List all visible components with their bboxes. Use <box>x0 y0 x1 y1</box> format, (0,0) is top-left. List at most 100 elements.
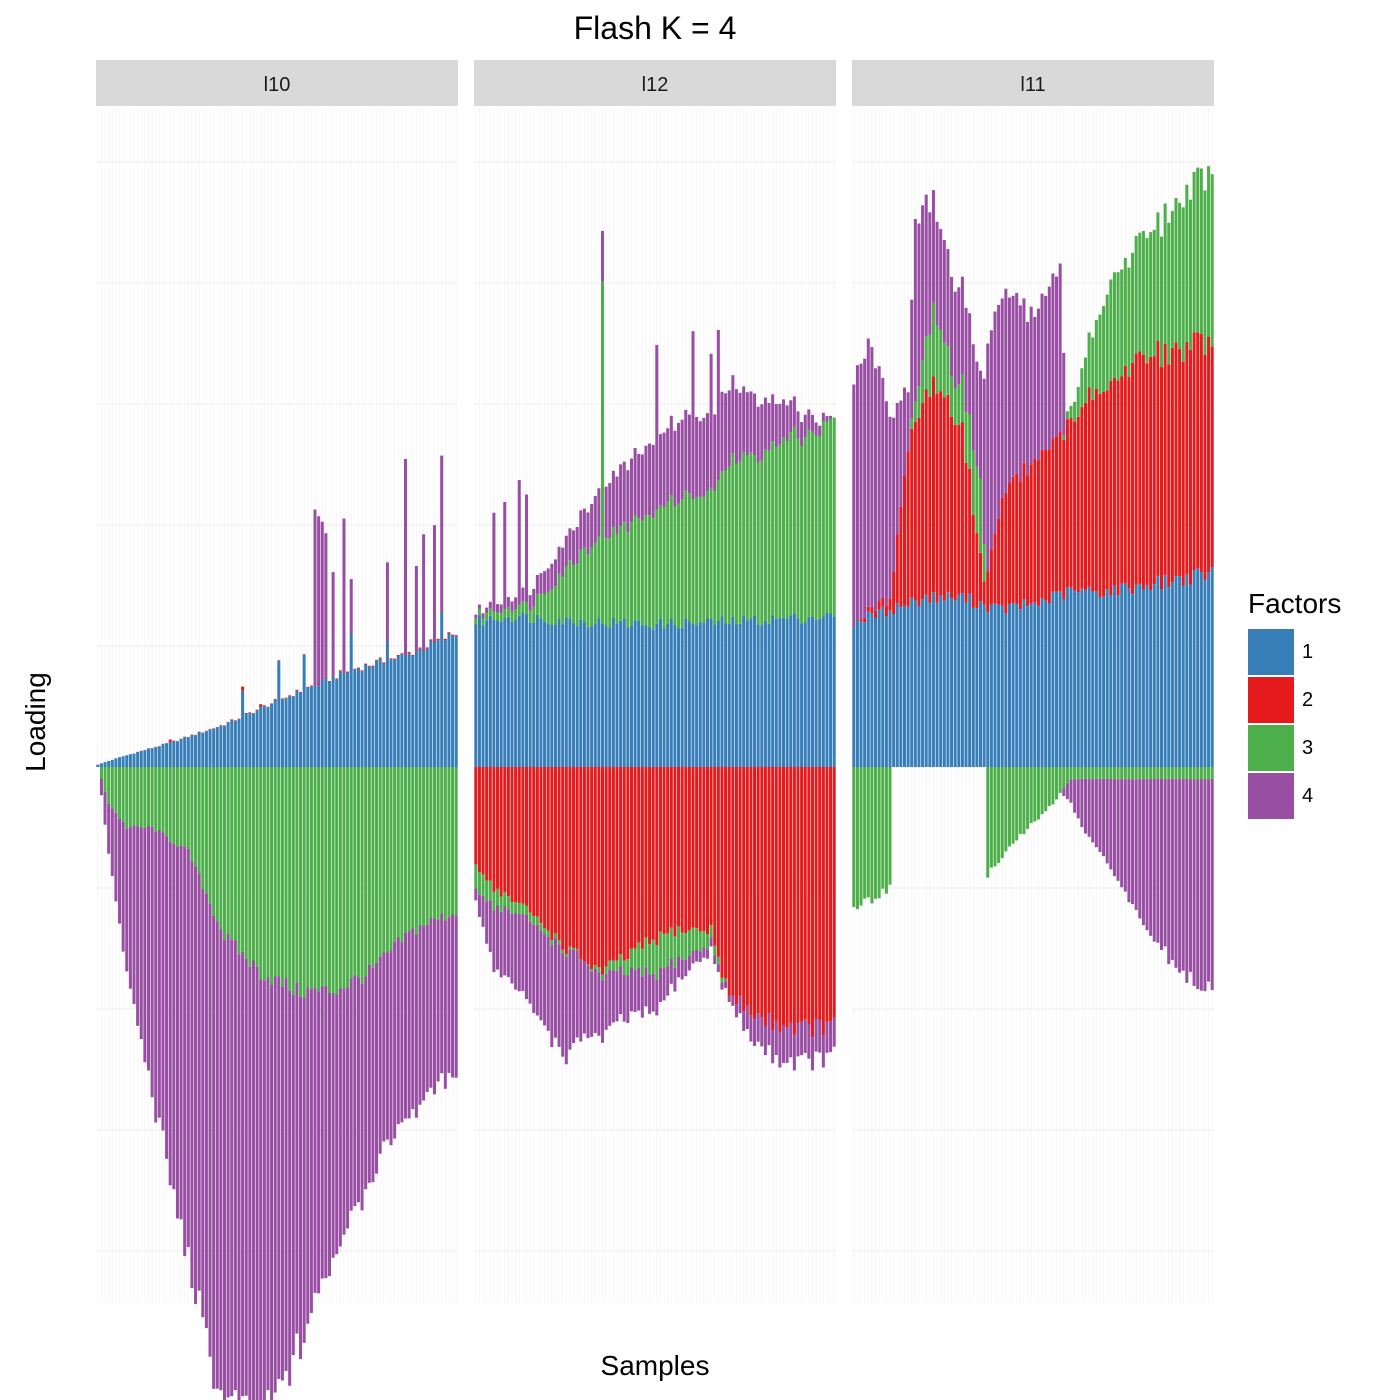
bar-factor-3 <box>320 767 324 987</box>
bar-factor-3 <box>514 609 518 620</box>
bar-factor-4 <box>172 843 176 1190</box>
bar-factor-2 <box>353 668 357 670</box>
bar-factor-1 <box>128 754 132 767</box>
bar-factor-4 <box>622 974 626 1022</box>
bar-factor-4 <box>626 975 630 1024</box>
bar-factor-3 <box>237 767 241 955</box>
bar-factor-1 <box>615 623 619 767</box>
bar-factor-4 <box>928 212 932 335</box>
bar-factor-4 <box>404 932 408 1119</box>
bar-factor-3 <box>248 767 252 967</box>
bar-factor-4 <box>564 956 568 1065</box>
bar-factor-4 <box>749 391 753 453</box>
bar-factor-2 <box>251 713 255 714</box>
bar-factor-3 <box>637 942 641 968</box>
bar-factor-1 <box>382 663 386 767</box>
bar-factor-3 <box>154 767 158 832</box>
bar-factor-3 <box>485 613 489 621</box>
bar-factor-4 <box>488 601 492 609</box>
bar-factor-1 <box>226 722 230 767</box>
bar-factor-2 <box>375 659 379 661</box>
bar-factor-1 <box>230 719 234 767</box>
bar-factor-3 <box>687 493 691 622</box>
bar-factor-3 <box>1094 320 1098 389</box>
bar-factor-3 <box>633 515 637 620</box>
bar-factor-3 <box>859 767 863 906</box>
bar-factor-3 <box>924 336 928 390</box>
bar-factor-1 <box>586 627 590 767</box>
bar-factor-3 <box>586 554 590 628</box>
bar-factor-4 <box>745 392 749 456</box>
bar-factor-1 <box>695 625 699 767</box>
bar-factor-1 <box>338 671 342 767</box>
bar-factor-3 <box>756 462 760 625</box>
bar-factor-2 <box>1120 376 1124 584</box>
bar-factor-2 <box>1116 380 1120 596</box>
bar-factor-3 <box>1055 767 1059 800</box>
bar-factor-3 <box>749 452 753 619</box>
bar-factor-1 <box>179 738 183 767</box>
bar-factor-4 <box>532 588 536 607</box>
bar-factor-2 <box>451 634 455 636</box>
bar-factor-3 <box>454 767 458 916</box>
bar-factor-1 <box>1080 588 1084 767</box>
bar-factor-2 <box>1098 393 1102 598</box>
bar-factor-4 <box>1170 778 1174 960</box>
bar-factor-4 <box>575 526 579 564</box>
bar-factor-2 <box>400 653 404 655</box>
bar-factor-3 <box>524 905 528 915</box>
bar-factor-1 <box>767 623 771 767</box>
bar-factor-3 <box>1076 767 1080 780</box>
bar-factor-3 <box>404 767 408 933</box>
bar-factor-4 <box>608 483 612 539</box>
bar-factor-3 <box>436 767 440 920</box>
bar-factor-3 <box>190 767 194 862</box>
bar-factor-1 <box>810 617 814 767</box>
bar-factor-4 <box>640 976 644 1018</box>
bar-factor-1 <box>1181 585 1185 767</box>
bar-factor-4 <box>503 501 507 610</box>
bar-factor-3 <box>375 767 379 963</box>
bar-factor-4 <box>550 945 554 1048</box>
bar-factor-2 <box>327 681 331 682</box>
bar-factor-3 <box>1018 767 1022 834</box>
bar-factor-4 <box>121 821 125 952</box>
bar-factor-3 <box>724 470 728 624</box>
bar-factor-4 <box>957 287 961 385</box>
bar-factor-1 <box>324 677 328 767</box>
bar-factor-2 <box>774 767 778 1021</box>
bar-factor-1 <box>753 615 757 767</box>
bar-factor-3 <box>669 927 673 959</box>
bar-factor-3 <box>324 767 328 986</box>
bar-factor-3 <box>590 969 594 972</box>
bar-factor-1 <box>107 760 111 767</box>
bar-factor-3 <box>411 767 415 929</box>
bar-factor-4 <box>517 914 521 992</box>
bar-factor-3 <box>1207 767 1211 780</box>
bar-factor-3 <box>1203 767 1207 779</box>
bar-factor-4 <box>306 987 310 1324</box>
bar-factor-4 <box>291 995 295 1356</box>
bar-factor-2 <box>244 712 248 714</box>
bar-factor-1 <box>1098 597 1102 767</box>
bar-factor-1 <box>935 602 939 767</box>
bar-factor-2 <box>338 670 342 672</box>
bar-factor-2 <box>499 767 503 897</box>
bar-factor-4 <box>1105 778 1109 864</box>
bar-factor-4 <box>481 613 485 619</box>
bar-factor-4 <box>597 488 601 537</box>
bar-factor-2 <box>590 767 594 970</box>
bar-factor-1 <box>546 623 550 767</box>
bar-factor-4 <box>778 403 782 445</box>
bar-factor-4 <box>396 937 400 1125</box>
bar-factor-4 <box>803 1019 807 1053</box>
bar-factor-3 <box>1112 767 1116 780</box>
bar-factor-4 <box>342 988 346 1235</box>
bar-factor-2 <box>1073 421 1077 591</box>
bar-factor-4 <box>604 486 608 539</box>
bar-factor-2 <box>1047 449 1051 604</box>
bar-factor-4 <box>539 930 543 1021</box>
bar-factor-1 <box>792 613 796 767</box>
bar-factor-2 <box>1076 416 1080 593</box>
